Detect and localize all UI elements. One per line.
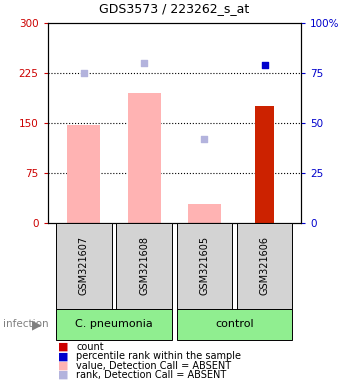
Text: ■: ■ — [58, 370, 68, 380]
Text: GSM321608: GSM321608 — [139, 237, 149, 295]
Bar — [177, 309, 292, 340]
Text: rank, Detection Call = ABSENT: rank, Detection Call = ABSENT — [76, 370, 227, 380]
Text: ■: ■ — [58, 342, 68, 352]
Bar — [188, 204, 221, 223]
Text: percentile rank within the sample: percentile rank within the sample — [76, 351, 241, 361]
Text: ■: ■ — [58, 361, 68, 371]
Text: GSM321605: GSM321605 — [199, 237, 209, 295]
Bar — [255, 106, 274, 223]
Text: GSM321606: GSM321606 — [260, 237, 270, 295]
Text: infection: infection — [3, 319, 49, 329]
Bar — [56, 223, 112, 309]
Bar — [116, 223, 172, 309]
Text: value, Detection Call = ABSENT: value, Detection Call = ABSENT — [76, 361, 232, 371]
Text: count: count — [76, 342, 104, 352]
Text: ■: ■ — [58, 351, 68, 361]
Point — [81, 70, 86, 76]
Bar — [56, 309, 172, 340]
Bar — [177, 223, 232, 309]
Point — [262, 62, 268, 68]
Text: control: control — [215, 319, 254, 329]
Text: GDS3573 / 223262_s_at: GDS3573 / 223262_s_at — [99, 2, 249, 15]
Text: ▶: ▶ — [32, 318, 42, 331]
Bar — [128, 93, 161, 223]
Text: C. pneumonia: C. pneumonia — [75, 319, 153, 329]
Bar — [67, 125, 100, 223]
Bar — [237, 223, 292, 309]
Point — [202, 136, 207, 142]
Text: GSM321607: GSM321607 — [79, 237, 89, 295]
Point — [141, 60, 147, 66]
